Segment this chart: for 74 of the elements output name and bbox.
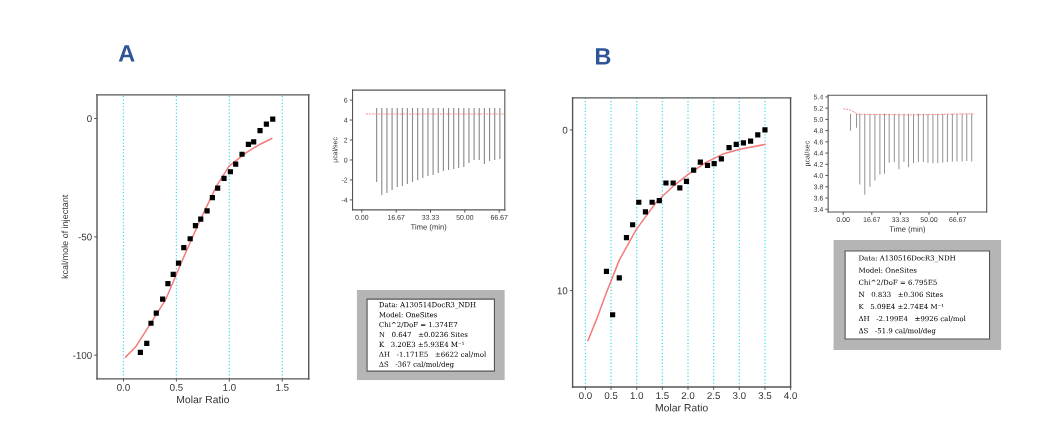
point — [170, 271, 176, 278]
chart-title: A — [118, 45, 135, 62]
point — [704, 162, 711, 168]
point — [181, 245, 187, 251]
point — [636, 199, 642, 205]
point — [616, 275, 622, 281]
point — [144, 340, 150, 346]
x-tick-label: 4.0 — [784, 392, 797, 400]
point — [656, 198, 662, 204]
point — [733, 141, 739, 148]
point — [718, 156, 724, 162]
x-tick-label: 0.0 — [579, 392, 592, 400]
point — [198, 216, 204, 222]
line-series — [124, 137, 273, 358]
point — [245, 141, 251, 147]
point — [192, 223, 199, 229]
point — [697, 159, 703, 165]
point — [227, 169, 233, 175]
point — [670, 180, 676, 186]
point — [239, 151, 245, 157]
point — [691, 167, 697, 173]
point — [270, 116, 276, 122]
point — [649, 199, 655, 205]
x-tick-label: 0.0 — [117, 383, 130, 391]
point — [204, 208, 210, 214]
x-tick-label: 1.0 — [630, 392, 644, 400]
point — [153, 310, 159, 316]
point — [677, 185, 683, 191]
point — [747, 138, 754, 144]
point — [263, 121, 269, 127]
y-tick-label: -100 — [73, 351, 92, 359]
point — [683, 178, 690, 184]
point — [165, 281, 171, 287]
point — [762, 127, 768, 133]
point — [610, 312, 616, 318]
point — [187, 236, 193, 242]
point — [630, 222, 636, 228]
point — [663, 180, 669, 186]
point — [740, 140, 747, 146]
chart-title: B — [595, 48, 611, 65]
x-tick-label: 3.0 — [732, 392, 746, 400]
point — [623, 235, 630, 241]
x-tick-label: 0.5 — [604, 392, 618, 400]
point — [603, 268, 610, 274]
point — [221, 175, 227, 181]
point — [160, 296, 166, 302]
x-tick-label: 1.5 — [276, 384, 289, 391]
point — [233, 161, 239, 167]
point — [175, 260, 182, 266]
line-series — [587, 143, 766, 342]
point — [711, 161, 717, 167]
y-tick-label: 0 — [87, 115, 92, 123]
point — [726, 145, 732, 151]
point — [215, 185, 221, 191]
x-tick-label: 2.0 — [681, 392, 695, 400]
point — [251, 139, 257, 145]
x-axis-title: Molar Ratio — [177, 395, 230, 404]
point — [148, 320, 154, 326]
line-series — [842, 108, 974, 116]
x-tick-label: 1.0 — [223, 383, 236, 391]
x-axis-title: Molar Ratio — [655, 403, 708, 412]
point — [137, 349, 143, 355]
point — [257, 127, 263, 134]
x-tick-label: 1.5 — [656, 392, 669, 400]
point — [209, 194, 215, 201]
x-tick-label: 2.5 — [707, 392, 721, 400]
y-axis-title: kcal/mole of injectant — [61, 194, 70, 279]
x-tick-label: 3.5 — [758, 392, 772, 400]
x-tick-label: 0.5 — [170, 383, 183, 391]
y-tick-label: -50 — [78, 233, 92, 241]
y-tick-label: 0 — [562, 126, 568, 134]
point — [642, 209, 649, 215]
point — [755, 132, 761, 138]
y-tick-label: 10 — [557, 287, 568, 295]
